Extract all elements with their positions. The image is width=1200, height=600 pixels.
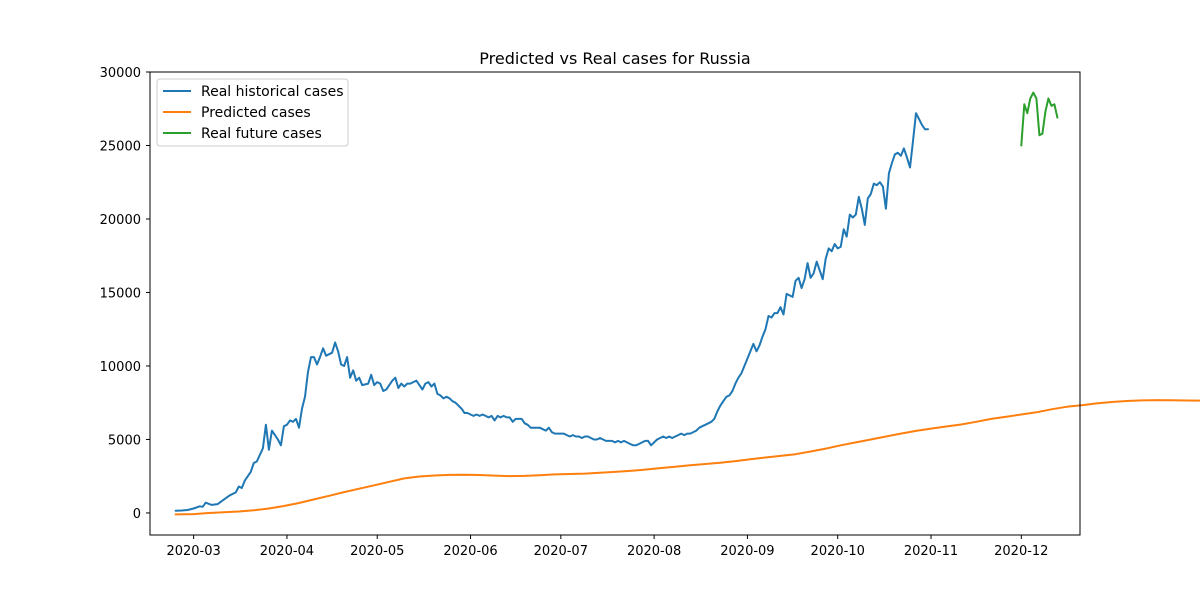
legend-label: Predicted cases [201, 105, 311, 121]
legend: Real historical cases Predicted cases Real… [156, 78, 349, 147]
legend-box [156, 78, 349, 147]
series-line-real-future-cases [1020, 91, 1059, 147]
series-line-real-historical-cases [174, 112, 929, 512]
x-tick-label: 2020-05 [350, 544, 404, 559]
axis-ticks: 2020-03 2020-04 2020-05 2020-06 2020-07 2020-… [100, 66, 1049, 559]
y-tick-label: 5000 [108, 433, 141, 448]
x-tick-label: 2020-09 [720, 544, 774, 559]
y-tick-label: 15000 [100, 286, 141, 301]
x-tick-label: 2020-06 [443, 544, 497, 559]
y-tick-label: 0 [133, 507, 141, 522]
y-tick-label: 20000 [100, 213, 141, 228]
x-tick-label: 2020-08 [627, 544, 681, 559]
x-tick-label: 2020-10 [811, 544, 865, 559]
axes-frame [149, 71, 1081, 536]
y-tick-label: 10000 [100, 360, 141, 375]
x-tick-label: 2020-07 [534, 544, 588, 559]
x-tick-label: 2020-04 [260, 544, 314, 559]
chart-title: Predicted vs Real cases for Russia [479, 49, 750, 68]
y-tick-label: 30000 [100, 66, 141, 81]
plot-lines [174, 91, 1200, 516]
x-tick-label: 2020-12 [994, 544, 1048, 559]
legend-label: Real future cases [201, 126, 322, 142]
x-tick-label: 2020-11 [904, 544, 958, 559]
y-tick-label: 25000 [100, 139, 141, 154]
x-tick-label: 2020-03 [166, 544, 220, 559]
series-line-predicted-cases [174, 399, 1200, 516]
legend-label: Real historical cases [201, 84, 343, 100]
